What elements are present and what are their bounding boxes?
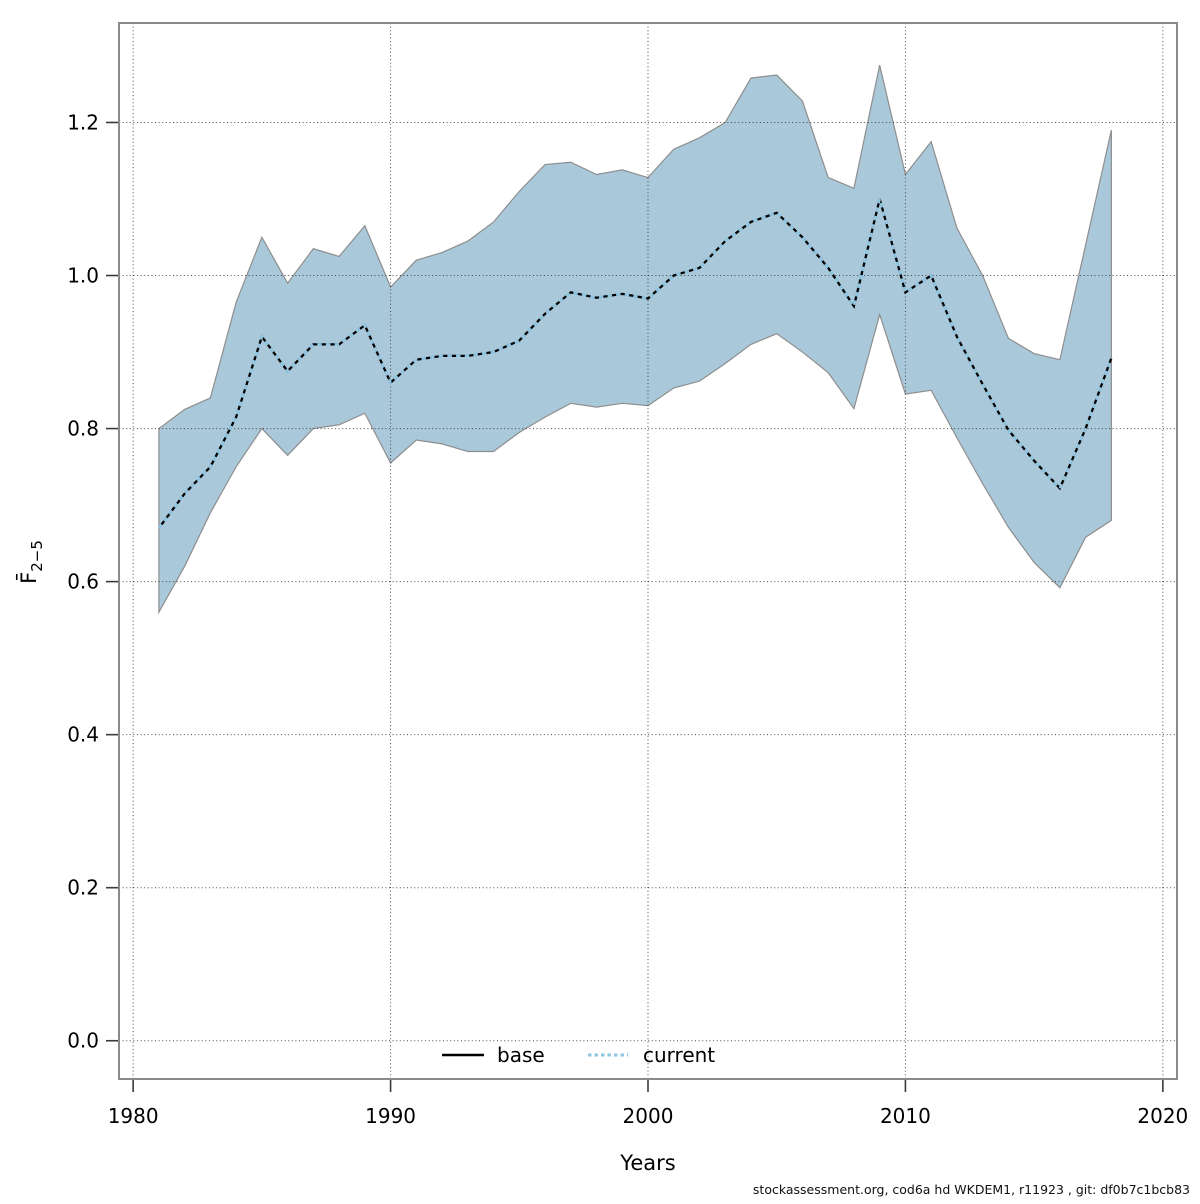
- y-tick-label: 0.6: [67, 570, 99, 594]
- x-tick-label: 1980: [108, 1104, 159, 1128]
- y-tick-label: 0.0: [67, 1029, 99, 1053]
- x-tick-label: 1990: [365, 1104, 416, 1128]
- x-axis-title: Years: [619, 1151, 675, 1175]
- x-tick-label: 2000: [623, 1104, 674, 1128]
- legend: base current: [442, 1043, 715, 1067]
- legend-label-base: base: [497, 1043, 545, 1067]
- y-axis-title: F̄2−5: [16, 540, 46, 584]
- y-tick-label: 0.2: [67, 876, 99, 900]
- y-tick-label: 0.4: [67, 723, 99, 747]
- x-tick-label: 2020: [1137, 1104, 1188, 1128]
- y-tick-label: 1.0: [67, 264, 99, 288]
- confidence-band-area: [158, 64, 1112, 615]
- x-tick-label: 2010: [880, 1104, 931, 1128]
- series-lines: [157, 198, 1113, 529]
- y-tick-label: 0.8: [67, 417, 99, 441]
- confidence-band: [158, 64, 1112, 615]
- legend-label-current: current: [643, 1043, 715, 1067]
- footer-attribution: stockassessment.org, cod6a hd WKDEM1, r1…: [753, 1182, 1190, 1197]
- axes: 1980 1990 2000 2010 2020 0.0 0.2 0.4 0.6 0.8 1.0 1.…: [67, 22, 1188, 1128]
- current-line: [157, 198, 1113, 529]
- plot-border: [118, 22, 1178, 1080]
- y-tick-label: 1.2: [67, 110, 99, 134]
